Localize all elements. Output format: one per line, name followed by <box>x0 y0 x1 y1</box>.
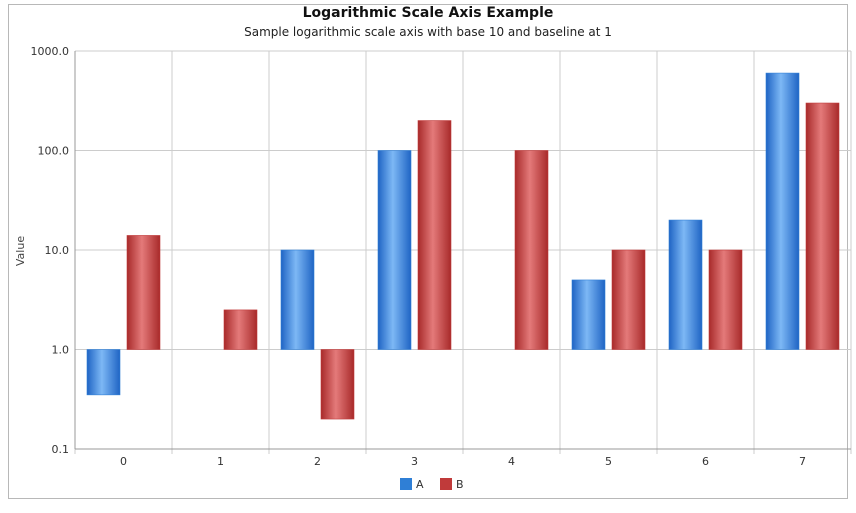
legend-swatch-B <box>440 478 452 490</box>
legend-label-B: B <box>456 478 464 491</box>
bar-A-0 <box>86 349 121 396</box>
bar-B-0 <box>126 235 161 350</box>
bar-A-2 <box>280 249 315 350</box>
y-tick-label: 100.0 <box>38 145 70 158</box>
bar-B-2 <box>320 349 355 420</box>
bar-B-5 <box>611 249 646 350</box>
y-tick-label: 1000.0 <box>31 45 70 58</box>
x-tick-label: 5 <box>605 455 612 468</box>
y-tick-label: 1.0 <box>52 344 70 357</box>
x-tick-label: 1 <box>217 455 224 468</box>
chart-title: Logarithmic Scale Axis Example <box>302 5 554 21</box>
bar-B-7 <box>805 102 840 350</box>
bar-B-1 <box>223 309 258 350</box>
bar-A-6 <box>668 219 703 350</box>
x-tick-label: 3 <box>411 455 418 468</box>
chart-subtitle: Sample logarithmic scale axis with base … <box>244 25 612 39</box>
bar-B-6 <box>708 249 743 350</box>
bars <box>86 72 840 420</box>
x-tick-label: 7 <box>799 455 806 468</box>
bar-A-7 <box>765 72 800 350</box>
y-tick-label: 0.1 <box>52 443 70 456</box>
bar-B-3 <box>417 120 452 350</box>
bar-A-5 <box>571 279 606 350</box>
x-tick-label: 4 <box>508 455 515 468</box>
y-tick-label: 10.0 <box>45 244 70 257</box>
bar-A-3 <box>377 150 412 350</box>
x-tick-label: 6 <box>702 455 709 468</box>
x-tick-label: 0 <box>120 455 127 468</box>
x-tick-label: 2 <box>314 455 321 468</box>
legend-label-A: A <box>416 478 424 491</box>
bar-B-4 <box>514 150 549 350</box>
legend-swatch-A <box>400 478 412 490</box>
y-axis-label: Value <box>14 236 27 266</box>
axes: 0.1 1.0 10.0 100.0 1000.0 0 1 2 3 4 5 6 7 <box>31 45 851 468</box>
